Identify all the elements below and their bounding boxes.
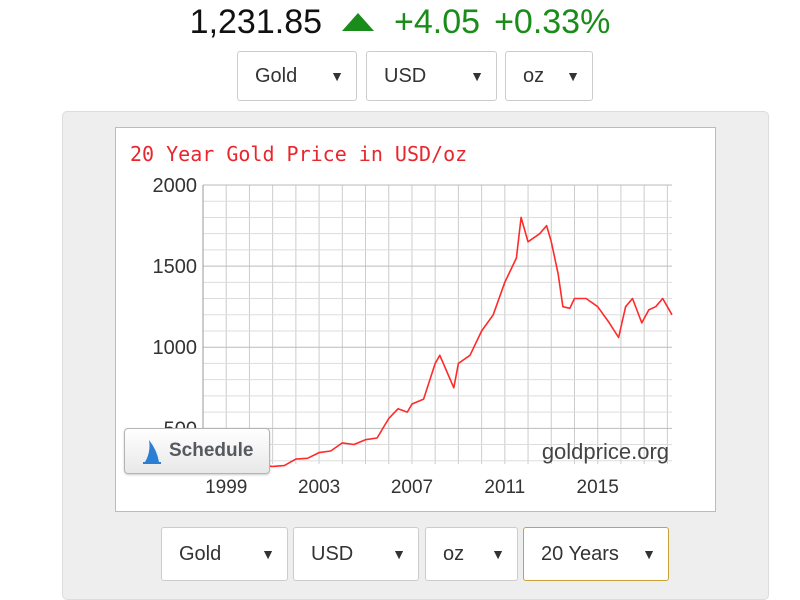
y-tick-label: 1500 [153,256,198,278]
unit-select[interactable]: oz ▼ [505,51,593,101]
currency-select-bottom-value: USD [311,542,354,565]
x-tick-label: 2011 [484,477,525,498]
currency-select[interactable]: USD ▼ [366,51,497,101]
x-tick-label: 2015 [577,477,619,498]
x-tick-label: 2003 [298,477,340,498]
price-quote: 1,231.85 +4.05 +0.33% [0,0,800,44]
sail-logo-icon [143,440,161,464]
x-tick-label: 2007 [391,477,433,498]
triangle-down-icon: ▼ [470,68,484,84]
unit-select-bottom[interactable]: oz ▼ [425,527,518,581]
x-tick-label: 1999 [205,477,247,498]
metal-select-bottom[interactable]: Gold ▼ [161,527,288,581]
triangle-down-icon: ▼ [330,68,344,84]
triangle-down-icon: ▼ [642,546,656,562]
triangle-down-icon: ▼ [261,546,275,562]
currency-select-bottom[interactable]: USD ▼ [293,527,419,581]
time-range-select-value: 20 Years [541,542,619,565]
currency-select-value: USD [384,64,427,87]
current-price: 1,231.85 [189,2,323,41]
metal-select-bottom-value: Gold [179,542,222,565]
schedule-button[interactable]: Schedule [124,428,270,474]
price-change-percent: +0.33% [494,2,611,41]
schedule-label: Schedule [169,440,254,461]
unit-select-value: oz [523,64,545,87]
time-range-select[interactable]: 20 Years ▼ [523,527,669,581]
chart-title: 20 Year Gold Price in USD/oz [130,142,468,166]
triangle-down-icon: ▼ [566,68,580,84]
chart-plot: 50010001500200019992003200720112015 [153,175,673,498]
metal-select[interactable]: Gold ▼ [237,51,357,101]
y-tick-label: 1000 [153,337,198,359]
triangle-up-icon [342,13,375,31]
gold-price-chart: 20 Year Gold Price in USD/oz 50010001500… [115,127,716,512]
watermark-text: goldprice.org [541,439,669,464]
price-line [202,216,673,468]
price-change: +4.05 [394,2,481,41]
triangle-down-icon: ▼ [392,546,406,562]
unit-select-bottom-value: oz [443,542,465,565]
metal-select-value: Gold [255,64,298,87]
triangle-down-icon: ▼ [491,546,505,562]
y-tick-label: 2000 [153,175,198,197]
